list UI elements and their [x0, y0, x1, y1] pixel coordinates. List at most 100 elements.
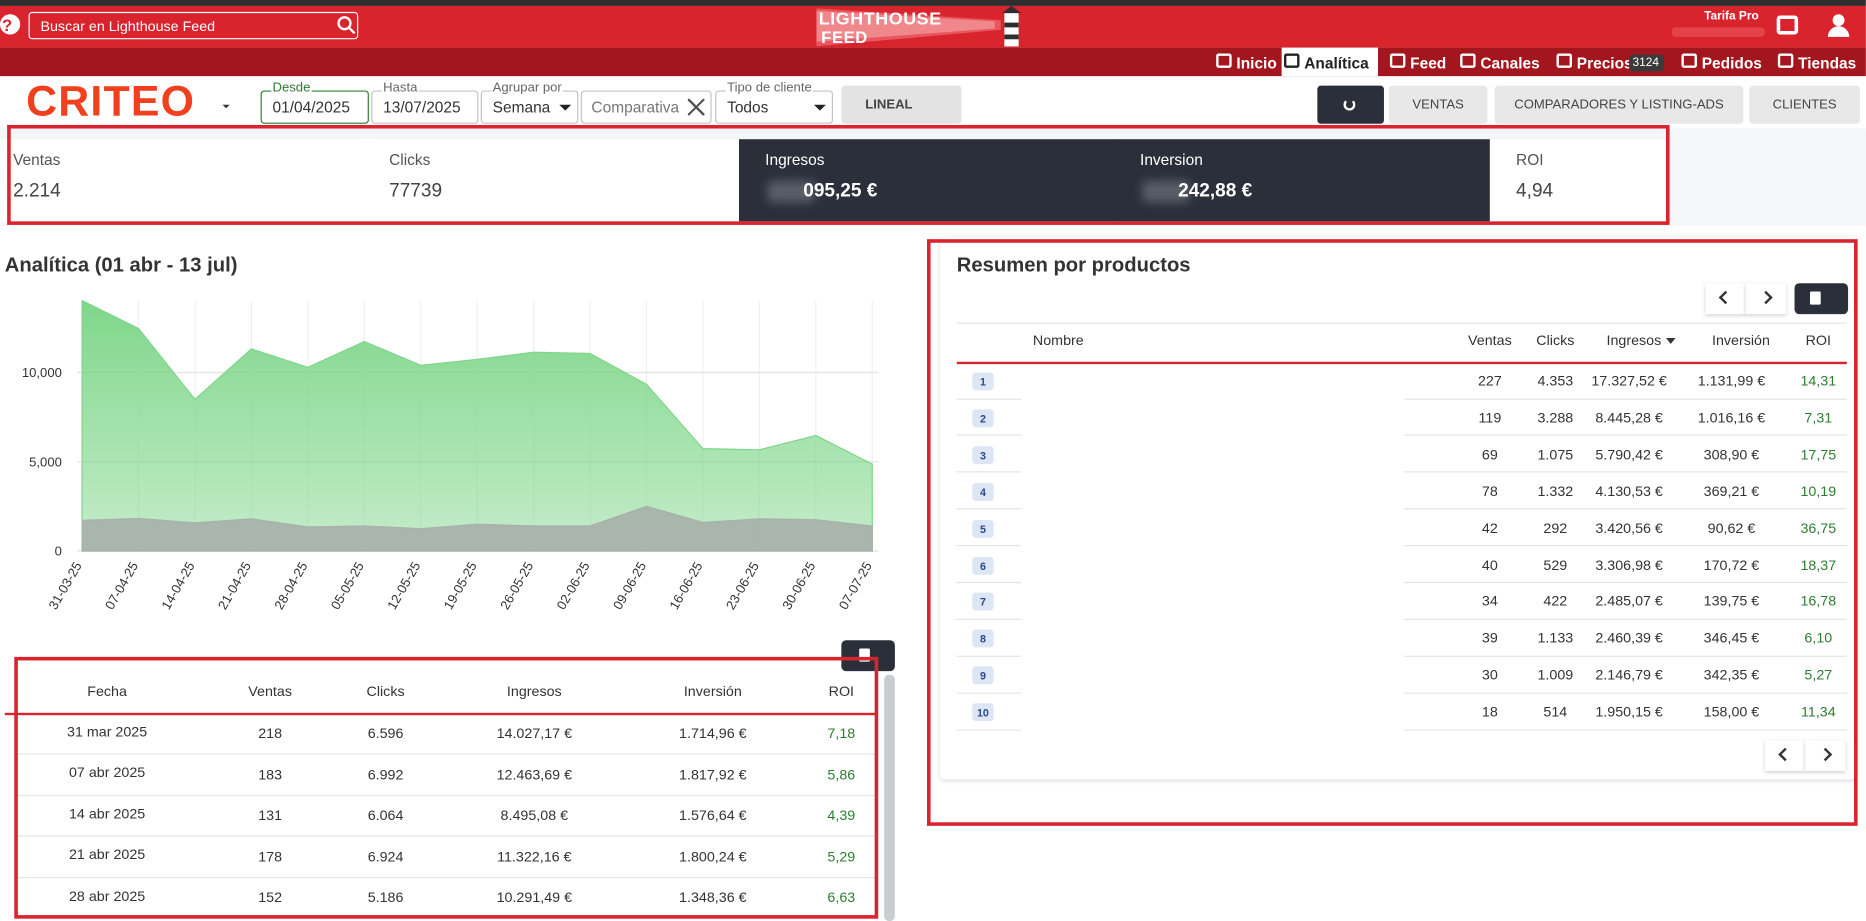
help-label: ?	[2, 15, 13, 35]
products-cell: 346,45 €	[1703, 629, 1760, 647]
filter-value: 13/07/2025	[383, 98, 461, 117]
filter-value: 01/04/2025	[272, 98, 350, 117]
brand-name[interactable]: CRITEO	[26, 76, 196, 125]
products-header[interactable]: Ingresos	[1606, 332, 1662, 349]
products-cell: 14,31	[1800, 372, 1837, 390]
nav-label[interactable]: Canales	[1480, 54, 1540, 72]
row-rule	[956, 398, 1022, 400]
row-rule	[956, 471, 1022, 473]
nav-badge-bg	[1629, 54, 1664, 72]
table-cell: 12.463,69 €	[496, 765, 573, 783]
comparison-field[interactable]	[580, 90, 712, 124]
pager-prev[interactable]	[1764, 740, 1806, 772]
x-tick-label: 23-06-25	[723, 559, 762, 612]
stores-icon[interactable]	[1776, 15, 1799, 35]
products-header: ROI	[1805, 332, 1832, 349]
rank-badge	[972, 556, 994, 575]
row-rule	[1404, 434, 1847, 437]
products-cell: 8.445,28 €	[1595, 409, 1663, 426]
table-cell: 6.992	[367, 765, 404, 783]
tab-button[interactable]	[1388, 85, 1488, 124]
filter-label: Agrupar por	[491, 80, 563, 96]
tab-button[interactable]	[1749, 85, 1860, 124]
blurred-value	[767, 180, 816, 203]
table-header: ROI	[828, 683, 855, 700]
pager-next[interactable]	[1805, 740, 1846, 772]
nav-label[interactable]: Precios	[1576, 54, 1633, 72]
help-icon[interactable]	[0, 14, 21, 35]
export-button[interactable]	[1794, 283, 1849, 315]
table-cell: 1.714,96 €	[679, 724, 747, 742]
products-title: Resumen por productos	[956, 253, 1191, 277]
mode-label[interactable]: LINEAL	[865, 97, 913, 112]
pager-next[interactable]	[1745, 283, 1787, 315]
row-rule	[956, 692, 1022, 694]
products-cell: 7,31	[1804, 409, 1833, 426]
clear-x[interactable]	[687, 98, 705, 116]
table-cell: 183	[258, 765, 283, 783]
products-header: Inversión	[1711, 332, 1770, 349]
products-cell: 10,19	[1800, 482, 1837, 500]
brand-logo[interactable]	[816, 5, 1033, 49]
rank-badge	[972, 629, 994, 648]
products-cell: 5,27	[1804, 666, 1833, 684]
dropdown-caret	[813, 104, 826, 111]
nav-label[interactable]: Feed	[1410, 54, 1447, 72]
products-cell: 3	[979, 449, 986, 462]
table-header: Fecha	[87, 683, 127, 700]
products-cell: 1.075	[1537, 446, 1574, 463]
products-cell: 1.332	[1537, 482, 1574, 500]
tab-label[interactable]: VENTAS	[1412, 97, 1464, 112]
products-cell: 1.009	[1537, 666, 1574, 684]
table-cell: 8.495,08 €	[500, 807, 569, 824]
x-tick-label: 07-04-25	[102, 559, 141, 612]
products-cell: 139,75 €	[1703, 593, 1760, 610]
products-card	[940, 236, 1857, 780]
user-icon-head[interactable]	[1832, 14, 1845, 27]
x-tick-label: 26-05-25	[497, 559, 536, 612]
products-cell: 119	[1478, 409, 1502, 426]
row-rule	[956, 655, 1022, 657]
table-cell: 131	[258, 807, 283, 824]
tab-button[interactable]	[1494, 85, 1744, 124]
area-series	[81, 299, 873, 552]
products-cell: 78	[1481, 482, 1498, 500]
products-cell: 308,90 €	[1703, 446, 1760, 463]
kpi-label: Ventas	[13, 150, 61, 169]
x-tick-label: 30-06-25	[779, 559, 818, 612]
products-cell: 4.353	[1537, 372, 1574, 390]
nav-label[interactable]: Pedidos	[1701, 54, 1762, 72]
products-cell: 1.131,99 €	[1697, 372, 1766, 390]
row-rule	[1404, 581, 1847, 584]
nav-label[interactable]: Analítica	[1304, 54, 1369, 72]
row-rule	[1404, 398, 1847, 400]
tab-label[interactable]: COMPARADORES Y LISTING-ADS	[1514, 97, 1724, 112]
products-cell: 17,75	[1800, 446, 1837, 463]
y-tick-label: 10,000	[22, 365, 62, 380]
nav-icon	[1556, 53, 1572, 68]
x-tick-label: 19-05-25	[441, 559, 480, 612]
search-icon[interactable]	[337, 15, 356, 35]
filter-field[interactable]	[371, 90, 479, 124]
search-box[interactable]	[28, 11, 359, 40]
rank-badge	[972, 372, 994, 391]
table-header: Ventas	[248, 683, 292, 700]
nav-label[interactable]: Tiendas	[1798, 54, 1857, 72]
nav-label[interactable]: Inicio	[1236, 54, 1277, 72]
tab-label[interactable]: CLIENTES	[1772, 97, 1837, 112]
table-header: Ingresos	[506, 683, 562, 700]
pager-prev[interactable]	[1705, 283, 1746, 315]
products-cell: 3.420,56 €	[1595, 519, 1663, 537]
products-header-rule	[956, 361, 1847, 365]
user-icon-body[interactable]	[1827, 26, 1850, 37]
table-cell: 1.576,64 €	[679, 807, 747, 824]
nav-icon	[1284, 53, 1300, 68]
mode-button[interactable]	[841, 85, 962, 124]
products-header: Clicks	[1536, 332, 1575, 349]
chart-title: Analítica (01 abr - 13 jul)	[4, 253, 238, 277]
export-icon	[1809, 291, 1821, 305]
filter-field[interactable]	[260, 90, 369, 124]
row-rule	[1404, 692, 1847, 694]
area-series	[81, 505, 873, 552]
filter-field[interactable]	[715, 90, 834, 124]
